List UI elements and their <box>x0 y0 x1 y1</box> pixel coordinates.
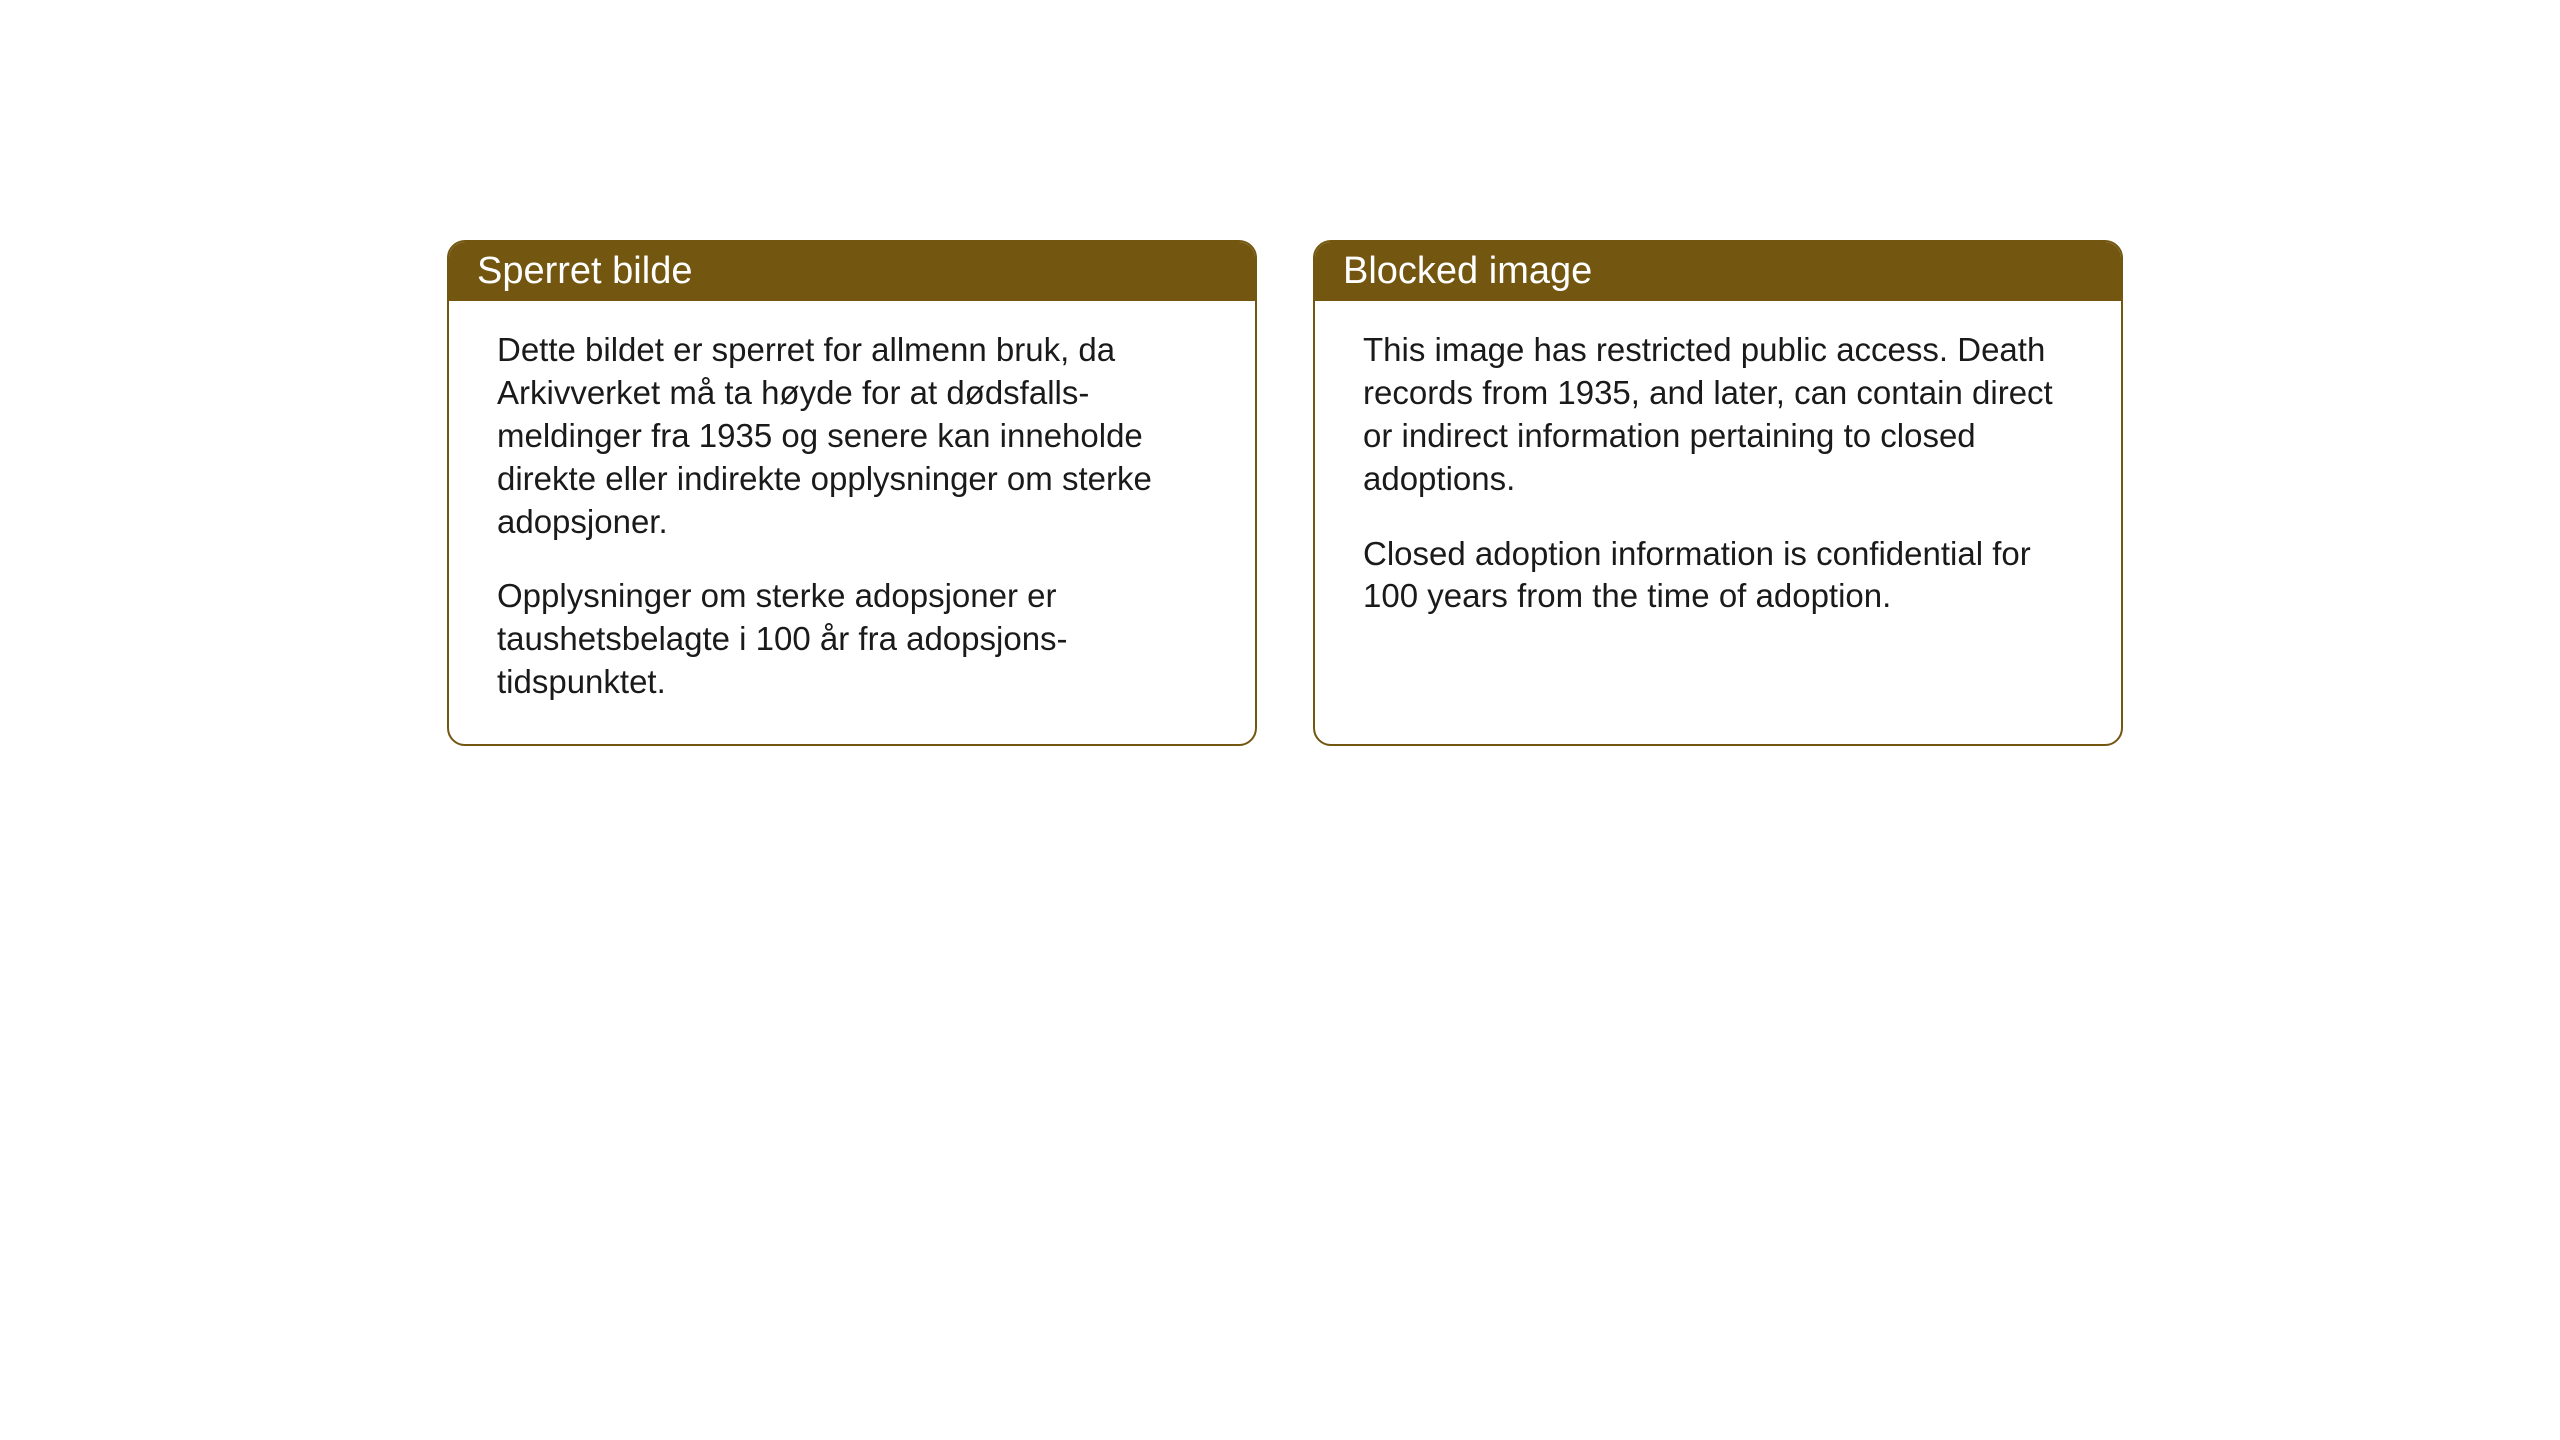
cards-container: Sperret bilde Dette bildet er sperret fo… <box>447 240 2123 746</box>
norwegian-paragraph-1: Dette bildet er sperret for allmenn bruk… <box>497 329 1207 543</box>
norwegian-card-title: Sperret bilde <box>477 250 692 292</box>
norwegian-paragraph-2: Opplysninger om sterke adopsjoner er tau… <box>497 575 1207 704</box>
english-paragraph-2: Closed adoption information is confident… <box>1363 533 2073 619</box>
norwegian-card-body: Dette bildet er sperret for allmenn bruk… <box>449 301 1255 744</box>
english-card-header: Blocked image <box>1315 242 2121 301</box>
english-card-title: Blocked image <box>1343 250 1592 292</box>
english-card: Blocked image This image has restricted … <box>1313 240 2123 746</box>
english-paragraph-1: This image has restricted public access.… <box>1363 329 2073 501</box>
english-card-body: This image has restricted public access.… <box>1315 301 2121 741</box>
norwegian-card: Sperret bilde Dette bildet er sperret fo… <box>447 240 1257 746</box>
norwegian-card-header: Sperret bilde <box>449 242 1255 301</box>
